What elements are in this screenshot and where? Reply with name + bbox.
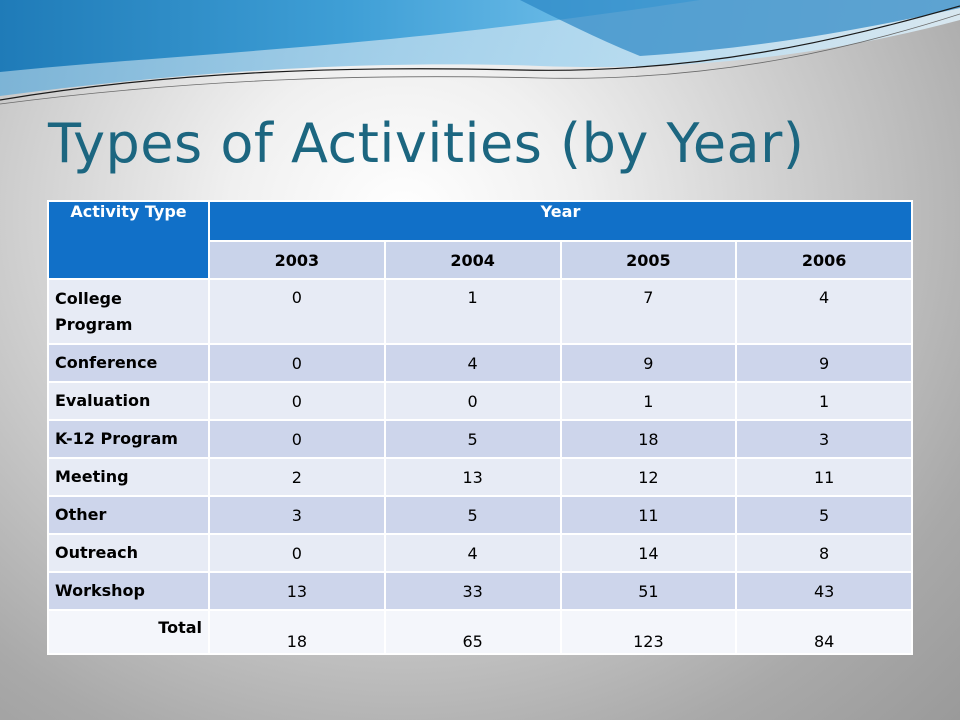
row-label: Outreach	[47, 533, 210, 573]
cell-value: 51	[559, 571, 738, 611]
header-row: Activity Type Year	[47, 200, 913, 280]
cell-value: 0	[208, 343, 386, 383]
year-2006-header: 2006	[735, 240, 913, 280]
cell-value: 0	[208, 419, 386, 459]
cell-value: 43	[735, 571, 913, 611]
cell-value: 9	[735, 343, 913, 383]
year-2004-header: 2004	[383, 240, 562, 280]
cell-value: 4	[735, 278, 913, 345]
cell-value: 1	[735, 381, 913, 421]
year-subheader-row: 2003 2004 2005 2006	[48, 240, 913, 280]
cell-value: 9	[559, 343, 738, 383]
table-row: College Program 0 1 7 4	[47, 278, 913, 345]
cell-value: 1	[559, 381, 738, 421]
cell-value: 7	[559, 278, 738, 345]
cell-value: 5	[735, 495, 913, 535]
table-row: Workshop 13 33 51 43	[47, 571, 913, 611]
table-row: Outreach 0 4 14 8	[47, 533, 913, 573]
row-label: Other	[47, 495, 210, 535]
cell-value: 33	[383, 571, 562, 611]
header-wave-decoration	[0, 0, 960, 105]
cell-value: 0	[208, 278, 386, 345]
year-header: Year	[208, 200, 913, 242]
total-value: 18	[208, 609, 386, 655]
row-label: Conference	[47, 343, 210, 383]
cell-value: 18	[559, 419, 738, 459]
activity-type-header: Activity Type	[47, 200, 210, 280]
row-label: College Program	[47, 278, 210, 345]
cell-value: 0	[383, 381, 562, 421]
table-row: Conference 0 4 9 9	[47, 343, 913, 383]
cell-value: 3	[735, 419, 913, 459]
cell-value: 4	[383, 343, 562, 383]
row-label: K-12 Program	[47, 419, 210, 459]
cell-value: 11	[735, 457, 913, 497]
table-row: Meeting 2 13 12 11	[47, 457, 913, 497]
table-row: K-12 Program 0 5 18 3	[47, 419, 913, 459]
cell-value: 5	[383, 495, 562, 535]
cell-value: 8	[735, 533, 913, 573]
cell-value: 3	[208, 495, 386, 535]
total-row: Total 18 65 123 84	[47, 609, 913, 655]
total-value: 84	[735, 609, 913, 655]
cell-value: 11	[559, 495, 738, 535]
cell-value: 5	[383, 419, 562, 459]
cell-value: 0	[208, 533, 386, 573]
cell-value: 4	[383, 533, 562, 573]
activities-table: Activity Type Year 2003 2004 2005 2006 C…	[47, 200, 913, 655]
cell-value: 13	[208, 571, 386, 611]
row-label: Meeting	[47, 457, 210, 497]
year-2005-header: 2005	[559, 240, 738, 280]
total-value: 123	[559, 609, 738, 655]
cell-value: 13	[383, 457, 562, 497]
cell-value: 1	[383, 278, 562, 345]
row-label: Workshop	[47, 571, 210, 611]
table-row: Evaluation 0 0 1 1	[47, 381, 913, 421]
cell-value: 0	[208, 381, 386, 421]
row-label: Evaluation	[47, 381, 210, 421]
cell-value: 14	[559, 533, 738, 573]
total-value: 65	[383, 609, 562, 655]
total-label: Total	[47, 609, 210, 655]
cell-value: 2	[208, 457, 386, 497]
table-row: Other 3 5 11 5	[47, 495, 913, 535]
cell-value: 12	[559, 457, 738, 497]
year-2003-header: 2003	[208, 240, 386, 280]
slide-title: Types of Activities (by Year)	[48, 112, 805, 175]
